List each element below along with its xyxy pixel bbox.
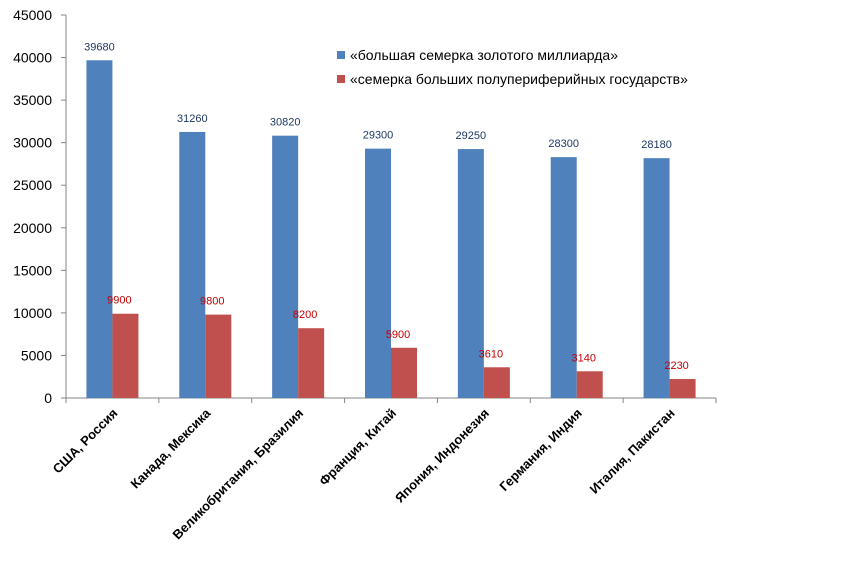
data-label: 29300 [363,130,394,142]
bar [457,149,484,398]
x-category-label: Германия, Индия [496,406,584,494]
y-tick-label: 15000 [13,262,52,278]
data-label: 39680 [84,41,115,53]
y-tick-label: 0 [44,390,52,406]
bar [86,60,113,398]
bar [391,347,417,398]
data-label: 29250 [456,130,487,142]
y-tick-label: 35000 [13,92,52,108]
bar [272,135,299,398]
y-tick-label: 5000 [21,347,52,363]
chart-data-labels: 39680 31260 30820 29300 29250 28300 28180 9900 9… [84,41,689,372]
bar [112,313,139,398]
y-tick-label: 10000 [13,305,52,321]
x-category-label: США, Россия [50,406,121,477]
chart-legend: «большая семерка золотого миллиарда» «сем… [337,47,688,87]
data-label: 9900 [107,295,131,307]
data-label: 28300 [548,138,579,150]
data-label: 2230 [664,360,688,372]
bar [483,367,510,398]
bar [298,328,325,398]
data-label: 5900 [386,329,410,341]
data-label: 31260 [177,113,208,125]
bar [576,371,603,398]
bar [205,314,232,398]
x-category-label: Канада, Мексика [128,405,214,491]
bar [643,158,670,398]
data-label: 28180 [641,139,672,151]
legend-swatch [337,51,345,59]
y-tick-label: 40000 [13,50,52,66]
bar [550,157,577,398]
bar [365,148,391,398]
y-tick-label: 45000 [13,7,52,23]
data-label: 8200 [293,309,317,321]
chart-axes: 0 5000 10000 15000 20000 25000 30000 35000 40000… [13,7,717,542]
legend-label: «семерка больших полупериферийных госуда… [350,71,688,87]
y-tick-label: 25000 [13,177,52,193]
data-label: 3610 [479,348,503,360]
x-category-label: Япония, Индонезия [392,406,492,506]
legend-swatch [337,75,345,83]
y-tick-label: 20000 [13,220,52,236]
data-label: 9800 [200,296,224,308]
data-label: 3140 [571,352,595,364]
x-category-label: Франция, Китай [316,406,399,489]
y-tick-label: 30000 [13,135,52,151]
bar [669,379,696,398]
x-category-label: Италия, Пакистан [587,406,678,497]
data-label: 30820 [270,117,301,129]
legend-label: «большая семерка золотого миллиарда» [350,47,618,63]
bar [179,131,206,398]
chart-bars [86,60,696,398]
